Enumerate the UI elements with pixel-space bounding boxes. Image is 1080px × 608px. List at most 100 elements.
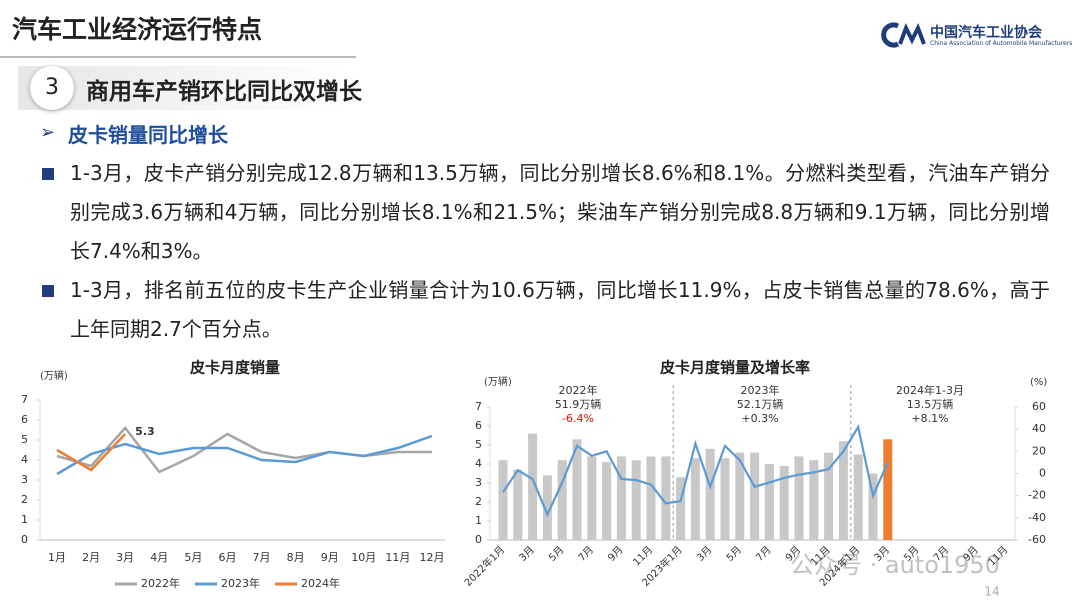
x-tick-label: 2023年1月 xyxy=(639,543,685,589)
x-tick-label: 11月 xyxy=(808,544,833,569)
note-period: 2023年 xyxy=(741,383,780,397)
logo-mark xyxy=(881,22,926,48)
bar xyxy=(705,448,715,540)
bar xyxy=(572,439,582,540)
y-axis-label: (万辆) xyxy=(40,369,68,382)
y2-tick-label: 0 xyxy=(1039,467,1046,480)
y-tick-label: 4 xyxy=(21,453,28,466)
y-tick-label: 4 xyxy=(475,457,482,470)
y2-tick-label: 60 xyxy=(1032,400,1046,413)
sub-arrow: ➢ xyxy=(40,122,56,143)
slide-title: 汽车工业经济运行特点 xyxy=(12,15,263,44)
logo-en: China Association of Automobile Manufact… xyxy=(930,40,1073,47)
note-period: 2022年 xyxy=(559,383,598,397)
section-title: 商用车产销环比同比双增长 xyxy=(86,79,362,105)
x-tick-label: 7月 xyxy=(754,544,774,564)
x-tick-label: 2022年1月 xyxy=(461,543,507,589)
bar xyxy=(794,456,804,540)
note-bg xyxy=(720,384,800,426)
y-tick-label: 7 xyxy=(21,393,28,406)
legend-label: 2023年 xyxy=(221,576,260,590)
note-total: 13.5万辆 xyxy=(907,397,954,411)
legend-label: 2022年 xyxy=(141,576,180,590)
bar xyxy=(750,452,760,540)
y-tick-label: 3 xyxy=(21,473,28,486)
bar xyxy=(498,460,508,540)
x-tick-label: 1月 xyxy=(48,551,66,564)
y2-tick-label: 20 xyxy=(1032,444,1046,457)
x-tick-label: 11月 xyxy=(385,551,410,564)
x-tick-label: 9月 xyxy=(783,544,803,564)
legend-label: 2024年 xyxy=(301,576,340,590)
logo-cn: 中国汽车工业协会 xyxy=(930,25,1042,41)
y-tick-label: 2 xyxy=(475,495,482,508)
bar xyxy=(616,456,626,540)
title-rule xyxy=(0,56,356,58)
note-total: 51.9万辆 xyxy=(555,397,602,411)
y-tick-label: 0 xyxy=(475,533,482,546)
x-tick-label: 6月 xyxy=(218,551,236,564)
bar xyxy=(661,456,671,540)
series-line xyxy=(502,423,889,518)
series-line xyxy=(56,433,127,472)
note-period: 2024年1-3月 xyxy=(896,383,964,397)
note-change: -6.4% xyxy=(562,412,594,425)
x-tick-label: 7月 xyxy=(576,544,596,564)
x-tick-label: 3月 xyxy=(517,544,537,564)
x-tick-label: 7月 xyxy=(931,544,951,564)
y-tick-label: 3 xyxy=(475,476,482,489)
y-tick-label: 5 xyxy=(21,433,28,446)
x-tick-label: 9月 xyxy=(321,551,339,564)
series-line xyxy=(56,426,432,474)
bar xyxy=(676,477,686,540)
x-tick-label: 5月 xyxy=(902,544,922,564)
x-tick-label: 3月 xyxy=(694,544,714,564)
bullet-list: 1-3月，皮卡产销分别完成12.8万辆和13.5万辆，同比分别增长8.6%和8.… xyxy=(40,154,1050,349)
x-tick-label: 3月 xyxy=(116,551,134,564)
y-tick-label: 6 xyxy=(475,419,482,432)
x-tick-label: 5月 xyxy=(546,544,566,564)
x-tick-label: 5月 xyxy=(724,544,744,564)
x-tick-label: 2月 xyxy=(82,551,100,564)
note-bg xyxy=(890,384,970,426)
y-tick-label: 0 xyxy=(21,533,28,546)
x-tick-label: 4月 xyxy=(150,551,168,564)
y-tick-label: 7 xyxy=(475,400,482,413)
bar xyxy=(542,475,552,540)
y2-tick-label: -40 xyxy=(1028,511,1046,524)
bar xyxy=(631,460,641,540)
series-line xyxy=(56,434,433,476)
note-total: 52.1万辆 xyxy=(737,397,784,411)
bar xyxy=(868,473,878,540)
bar xyxy=(883,439,893,540)
y-tick-label: 5 xyxy=(475,438,482,451)
bar xyxy=(764,464,774,540)
bar xyxy=(809,460,819,540)
bar xyxy=(528,433,538,540)
x-tick-label: 11月 xyxy=(986,544,1011,569)
y-tick-label: 1 xyxy=(475,514,482,527)
x-tick-label: 3月 xyxy=(872,544,892,564)
data-label: 5.3 xyxy=(135,425,155,438)
y-tick-label: 1 xyxy=(21,513,28,526)
x-tick-label: 12月 xyxy=(420,551,445,564)
bullet: 1-3月，排名前五位的皮卡生产企业销量合计为10.6万辆，同比增长11.9%，占… xyxy=(40,271,1050,349)
chart-title: 皮卡月度销量 xyxy=(190,359,280,377)
subheading: 皮卡销量同比增长 xyxy=(68,123,228,147)
y2-tick-label: -60 xyxy=(1028,533,1046,546)
bar xyxy=(838,441,848,540)
bar xyxy=(735,452,745,540)
note-change: +0.3% xyxy=(741,412,778,425)
bullet: 1-3月，皮卡产销分别完成12.8万辆和13.5万辆，同比分别增长8.6%和8.… xyxy=(40,154,1050,271)
watermark: 公众号 · auto1950 xyxy=(790,551,1000,579)
bar xyxy=(646,456,656,540)
bar xyxy=(602,462,612,540)
y-axis-label: (万辆) xyxy=(484,375,512,388)
y-tick-label: 6 xyxy=(21,413,28,426)
bar xyxy=(690,458,700,540)
note-change: +8.1% xyxy=(911,412,948,425)
y2-axis-label: (%) xyxy=(1030,377,1047,388)
y-tick-label: 2 xyxy=(21,493,28,506)
y2-tick-label: -20 xyxy=(1028,489,1046,502)
